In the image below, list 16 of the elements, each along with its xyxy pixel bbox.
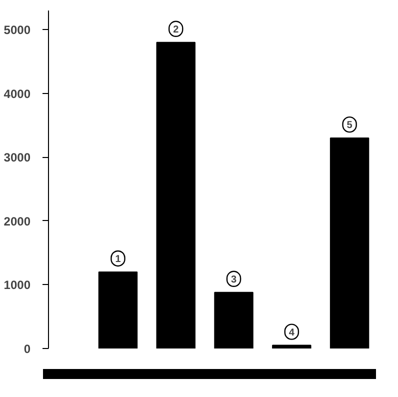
bar bbox=[214, 292, 254, 348]
annotation: 5 bbox=[346, 120, 353, 132]
annotation: 1 bbox=[115, 254, 122, 265]
annotation: 3 bbox=[230, 274, 237, 286]
bar bbox=[330, 138, 370, 348]
annotation: 4 bbox=[288, 327, 295, 338]
y-tick-label: 3000 bbox=[4, 150, 31, 165]
annotation: 2 bbox=[173, 24, 180, 36]
bar bbox=[156, 42, 196, 348]
y-tick-label: 2000 bbox=[4, 214, 31, 228]
y-tick-label: 5000 bbox=[4, 23, 31, 38]
bar bbox=[272, 344, 312, 348]
y-tick-label: 4000 bbox=[4, 86, 31, 101]
bar bbox=[98, 271, 138, 348]
y-tick-label: 0 bbox=[24, 342, 31, 356]
y-tick-label: 1000 bbox=[4, 278, 31, 292]
